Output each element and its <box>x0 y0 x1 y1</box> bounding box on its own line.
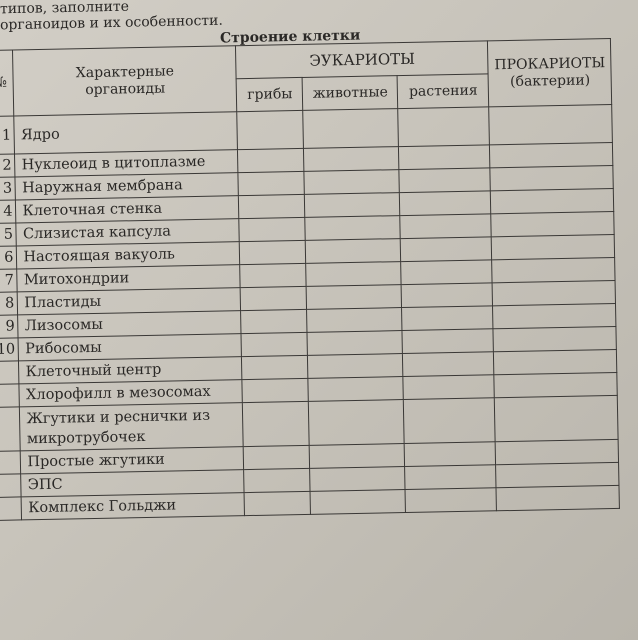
row-number <box>0 496 22 521</box>
organoid-name: Ядро <box>14 111 238 154</box>
row-number: 3 <box>0 176 16 201</box>
row-number: 2 <box>0 153 16 178</box>
cell-plants[interactable] <box>402 351 495 377</box>
cell-plants[interactable] <box>405 487 497 513</box>
cell-prokaryotes[interactable] <box>491 211 615 237</box>
cell-plants[interactable] <box>400 236 493 262</box>
cell-animals[interactable] <box>305 238 402 264</box>
cell-prokaryotes[interactable] <box>496 485 620 511</box>
cell-plants[interactable] <box>405 464 497 490</box>
cell-prokaryotes[interactable] <box>489 104 613 145</box>
cell-plants[interactable] <box>401 259 493 285</box>
cell-fungi[interactable] <box>241 309 308 334</box>
cell-animals[interactable] <box>306 284 402 310</box>
cell-prokaryotes[interactable] <box>492 280 616 306</box>
cell-animals[interactable] <box>303 108 399 149</box>
cell-plants[interactable] <box>400 213 492 239</box>
cell-animals[interactable] <box>306 261 402 287</box>
cell-animals[interactable] <box>308 399 405 446</box>
cell-plants[interactable] <box>402 328 494 354</box>
cell-plants[interactable] <box>398 144 491 170</box>
cell-animals[interactable] <box>307 353 404 379</box>
row-number: 9 <box>0 314 19 339</box>
organoid-name: Комплекс Гольджи <box>21 492 245 520</box>
cell-animals[interactable] <box>310 466 406 492</box>
cell-fungi[interactable] <box>238 194 306 219</box>
cell-plants[interactable] <box>403 397 496 444</box>
cell-animals[interactable] <box>305 215 401 241</box>
row-number <box>0 473 22 498</box>
cell-plants[interactable] <box>398 106 490 147</box>
cell-fungi[interactable] <box>244 491 311 516</box>
cell-fungi[interactable] <box>244 468 311 493</box>
cell-fungi[interactable] <box>239 217 306 242</box>
cell-fungi[interactable] <box>240 263 307 288</box>
cell-plants[interactable] <box>403 374 495 400</box>
cell-fungi[interactable] <box>238 171 305 196</box>
cell-plants[interactable] <box>401 282 493 308</box>
row-number: 6 <box>0 245 18 270</box>
cell-animals[interactable] <box>308 376 404 402</box>
cell-structure-table-wrapper: № Характерные органоиды ЭУКАРИОТЫ ПРОКАР… <box>0 38 620 521</box>
row-number <box>0 360 20 385</box>
cell-prokaryotes[interactable] <box>490 188 615 214</box>
cell-fungi[interactable] <box>242 401 310 447</box>
cell-plants[interactable] <box>401 305 494 331</box>
cell-prokaryotes[interactable] <box>495 439 619 465</box>
cell-structure-table: № Характерные органоиды ЭУКАРИОТЫ ПРОКАР… <box>0 38 620 521</box>
row-number <box>0 383 20 408</box>
cell-fungi[interactable] <box>242 378 309 403</box>
cell-fungi[interactable] <box>240 286 307 311</box>
cell-prokaryotes[interactable] <box>489 142 614 168</box>
cell-animals[interactable] <box>304 169 400 195</box>
cell-prokaryotes[interactable] <box>493 349 618 375</box>
header-num: № <box>0 49 15 117</box>
organoid-name: Жгутики и реснички из микротрубочек <box>19 402 244 451</box>
header-eukaryotes: ЭУКАРИОТЫ <box>235 40 489 79</box>
cell-prokaryotes[interactable] <box>491 234 616 260</box>
row-number <box>0 450 22 475</box>
cell-prokaryotes[interactable] <box>493 326 617 352</box>
header-organoids: Характерные органоиды <box>12 45 238 116</box>
header-prokaryotes: ПРОКАРИОТЫ (бактерии) <box>487 38 613 107</box>
cell-fungi[interactable] <box>239 240 307 265</box>
cell-plants[interactable] <box>399 190 492 216</box>
cell-animals[interactable] <box>303 146 400 172</box>
cell-fungi[interactable] <box>237 148 305 173</box>
intro-text-line: органоидов и их особенности. <box>0 12 224 34</box>
header-plants: растения <box>397 73 490 109</box>
cell-prokaryotes[interactable] <box>490 165 614 191</box>
cell-fungi[interactable] <box>243 445 311 470</box>
cell-plants[interactable] <box>404 441 497 467</box>
header-prokaryotes-label: ПРОКАРИОТЫ <box>494 54 606 73</box>
cell-animals[interactable] <box>310 489 406 515</box>
row-number: 8 <box>0 291 19 316</box>
cell-prokaryotes[interactable] <box>494 372 618 398</box>
header-prokaryotes-sub: (бактерии) <box>509 71 591 90</box>
header-animals: животные <box>302 75 399 111</box>
cell-prokaryotes[interactable] <box>494 395 619 442</box>
cell-fungi[interactable] <box>241 332 308 357</box>
cell-prokaryotes[interactable] <box>492 303 617 329</box>
row-number: 5 <box>0 222 17 247</box>
row-number: 4 <box>0 199 17 224</box>
cell-animals[interactable] <box>307 330 403 356</box>
row-number: 10 <box>0 337 19 362</box>
row-number <box>0 406 21 452</box>
cell-animals[interactable] <box>304 192 401 218</box>
cell-prokaryotes[interactable] <box>496 462 620 488</box>
cell-animals[interactable] <box>309 443 406 469</box>
cell-fungi[interactable] <box>241 355 309 380</box>
row-number: 1 <box>0 115 15 155</box>
row-number: 7 <box>0 268 18 293</box>
header-fungi: грибы <box>236 77 304 112</box>
cell-animals[interactable] <box>306 307 403 333</box>
cell-fungi[interactable] <box>237 110 304 150</box>
cell-prokaryotes[interactable] <box>492 257 616 283</box>
cell-plants[interactable] <box>399 167 491 193</box>
